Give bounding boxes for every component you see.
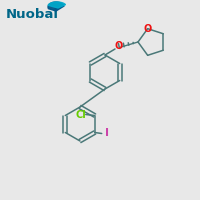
Polygon shape	[48, 2, 64, 11]
Text: O: O	[144, 24, 152, 34]
Text: Cl: Cl	[75, 110, 86, 119]
Text: Nuobai: Nuobai	[6, 8, 59, 21]
Text: I: I	[105, 129, 109, 138]
Text: O: O	[115, 41, 123, 51]
Polygon shape	[48, 2, 65, 8]
